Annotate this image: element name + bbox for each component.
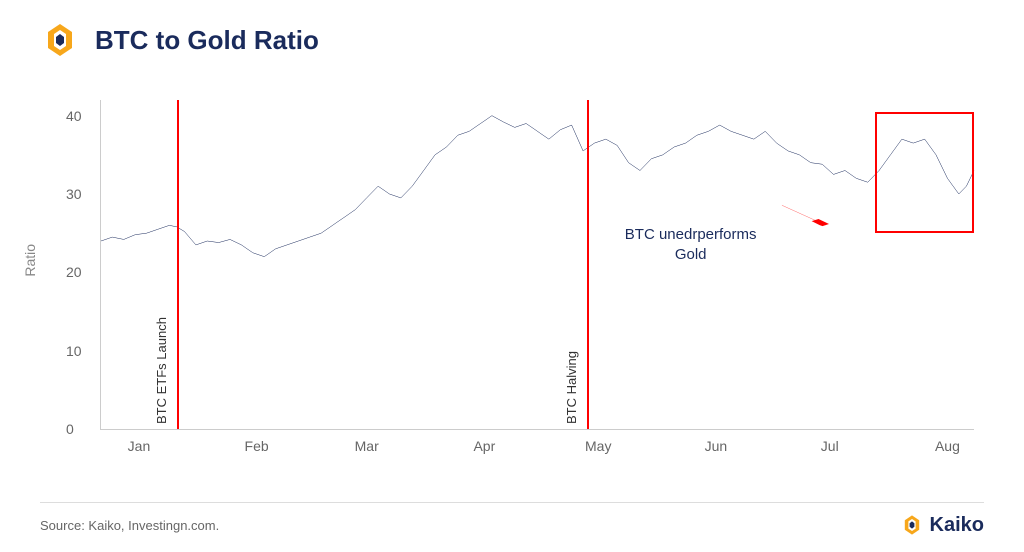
- chart-container: Ratio 010203040JanFebMarAprMayJunJulAugB…: [40, 90, 984, 480]
- plot-area: 010203040JanFebMarAprMayJunJulAugBTC ETF…: [100, 100, 974, 430]
- x-tick: Aug: [935, 438, 960, 454]
- y-tick: 40: [66, 108, 82, 124]
- x-tick: Apr: [473, 438, 495, 454]
- highlight-box: [875, 112, 974, 233]
- x-tick: May: [585, 438, 611, 454]
- y-tick: 0: [66, 421, 74, 437]
- y-tick: 10: [66, 343, 82, 359]
- y-tick: 30: [66, 186, 82, 202]
- footer-brand-text: Kaiko: [930, 514, 984, 537]
- x-tick: Jan: [128, 438, 151, 454]
- chart-footer: Source: Kaiko, Investingn.com. Kaiko: [40, 502, 984, 537]
- chart-header: BTC to Gold Ratio: [0, 0, 1024, 70]
- x-tick: Jun: [705, 438, 728, 454]
- x-tick: Mar: [355, 438, 379, 454]
- source-text: Source: Kaiko, Investingn.com.: [40, 518, 219, 533]
- x-tick: Jul: [821, 438, 839, 454]
- y-axis-label: Ratio: [22, 244, 38, 277]
- annotation-arrow: [101, 100, 974, 429]
- kaiko-logo-icon: [40, 20, 80, 60]
- x-tick: Feb: [245, 438, 269, 454]
- footer-logo: Kaiko: [900, 513, 984, 537]
- kaiko-logo-icon: [900, 513, 924, 537]
- chart-title: BTC to Gold Ratio: [95, 25, 319, 56]
- y-tick: 20: [66, 264, 82, 280]
